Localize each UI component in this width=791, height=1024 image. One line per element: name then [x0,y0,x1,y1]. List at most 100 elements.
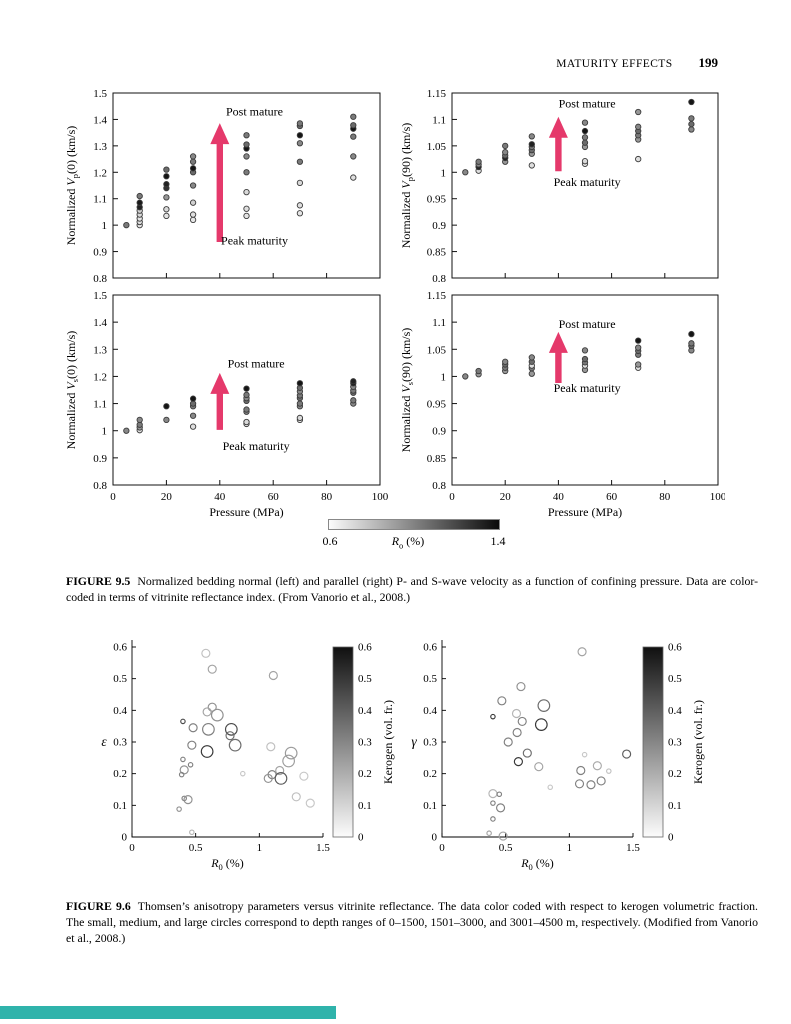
figure95-caption: FIGURE 9.5 Normalized bedding normal (lef… [66,573,758,605]
data-point [180,756,186,763]
data-point [207,664,217,674]
data-point [635,337,642,344]
chart-gam: 0 0.1 0.2 0.3 0.4 0.5 0.6 0 0.5 1 1.5 R0 (%) γ 0.6 0.5… [411,640,705,872]
data-point [163,194,170,201]
colorbar-title: Kerogen (vol. fr.) [691,700,705,784]
data-point [488,789,498,799]
x-tick-label: 80 [659,491,671,503]
data-point [534,718,548,731]
figure95-panel-vs0: 0.8 0.9 1 1.1 1.2 1.3 1.4 1.5 0 20 40 60 80 100 Pressu… [60,290,390,526]
data-point [635,155,642,163]
data-point [462,373,469,380]
figure95-panel-vp0: 0.8 0.9 1 1.1 1.2 1.3 1.4 1.5 Normalized Vp(0) (… [60,85,390,285]
figure95-panel-vs90: 0.8 0.85 0.9 0.95 1 1.05 1.1 1.15 0 20 40 60 80 100 Pr… [395,290,725,526]
y-tick-label: 0.8 [93,480,107,492]
data-point [688,115,695,122]
data-point [528,162,535,169]
x-tick-label: 0 [449,491,455,503]
y-tick-label: 1.1 [93,194,107,206]
x-tick-label: 0 [439,842,445,854]
x-tick-label: 100 [710,491,725,503]
annotation-post-mature: Post mature [228,357,285,371]
annotation-post-mature: Post mature [226,105,283,119]
data-point [224,722,238,736]
y-axis-label: γ [411,734,417,749]
data-point [187,740,197,750]
data-point [189,216,197,224]
y-tick-label: 0.9 [93,453,107,465]
data-point [528,133,535,140]
y-tick-label: 0.95 [427,194,447,206]
annotation-peak-maturity: Peak maturity [223,439,290,453]
data-point [490,816,496,822]
data-point [163,181,170,188]
y-axis-label: Normalized Vs(90) (km/s) [399,328,415,453]
y-tick-label: 0 [432,832,438,844]
data-point [516,682,526,692]
x-tick-label: 0.5 [499,842,513,854]
running-title: MATURITY EFFECTS [556,58,673,70]
data-point [581,751,588,758]
y-tick-label: 1.05 [427,344,447,356]
x-tick-label: 1 [567,842,573,854]
y-tick-label: 1 [102,426,108,438]
y-tick-label: 0.9 [93,247,107,259]
data-point [462,169,469,176]
y-tick-label: 1.4 [93,317,107,329]
x-tick-label: 0 [129,842,135,854]
data-point [183,795,193,805]
x-tick-label: 1.5 [316,842,330,854]
maturity-arrow [210,123,230,243]
data-point [502,142,509,150]
figure95-panel-vp90: 0.8 0.85 0.9 0.95 1 1.05 1.1 1.15 Normalized Vp(… [395,85,725,285]
figure96-caption: FIGURE 9.6 Thomsen’s anisotropy parameter… [66,898,758,947]
y-tick-label: 1 [441,371,447,383]
data-point [201,648,211,658]
data-point [243,212,250,220]
y-tick-label: 0.85 [427,453,447,465]
figure96-caption-label: FIGURE 9.6 [66,898,131,913]
data-point [576,765,586,776]
y-tick-label: 1.1 [93,399,107,411]
data-point [163,403,170,410]
page-number: 199 [698,55,719,70]
data-point [189,829,195,836]
maturity-arrow [548,331,568,383]
data-point [350,174,357,181]
y-tick-label: 0.2 [423,768,437,780]
data-point [163,416,170,424]
data-point [188,723,198,733]
data-point [581,134,589,141]
data-point [534,762,544,772]
colorbar-title: Ro (%) [391,534,425,551]
data-point [123,221,130,229]
data-point [581,119,589,126]
data-point [268,670,278,681]
maturity-arrow [210,372,230,430]
figure96-panel-epsilon: 0 0.1 0.2 0.3 0.4 0.5 0.6 0 0.5 1 1.5 R0 (%) ε 0.6 0.5… [95,628,405,880]
y-tick-label: 0.8 [432,273,446,285]
axes [441,640,633,838]
data-point [296,132,304,139]
chart-eps: 0 0.1 0.2 0.3 0.4 0.5 0.6 0 0.5 1 1.5 R0 (%) ε 0.6 0.5… [101,640,395,872]
y-tick-label: 1.2 [93,371,107,383]
data-point [189,199,197,206]
data-point [486,830,492,836]
data-point [296,120,304,127]
colorbar-tick-label: 0.1 [668,800,682,812]
data-point [178,771,185,778]
data-point [296,210,304,217]
data-point [305,798,315,808]
data-point [581,347,589,354]
data-point [688,98,695,106]
data-point [528,370,535,377]
data-point [225,731,235,741]
y-tick-label: 0.3 [423,737,437,749]
data-point [547,784,554,791]
data-point [189,412,197,419]
data-point [180,718,186,725]
data-point [528,141,535,148]
data-point [296,400,304,407]
data-point [688,330,695,338]
data-point [537,699,551,712]
